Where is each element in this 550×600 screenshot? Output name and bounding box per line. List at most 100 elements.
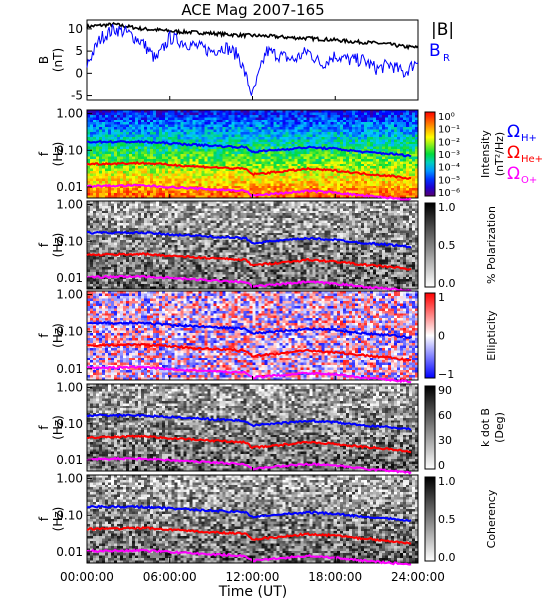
legend-ion-symbol: Ω	[507, 143, 520, 163]
colorbar-tick-label: 1	[438, 291, 445, 304]
y-axis-unit: (Hz)	[51, 233, 65, 258]
y-axis-label: f	[37, 333, 51, 338]
y-axis-unit: (Hz)	[51, 507, 65, 532]
y-axis-label: f	[37, 516, 51, 521]
gyro-line-intensity	[87, 183, 412, 202]
spectrogram-polarization	[87, 201, 418, 289]
series-line-B-R	[86, 24, 419, 96]
gyro-line-polarization	[86, 252, 412, 271]
y-tick-label: 1.00	[56, 472, 83, 486]
gyro-line-coherency	[86, 548, 412, 566]
colorbar-tick-label: 10⁻⁶	[438, 188, 460, 199]
y-tick-label: 0.01	[56, 545, 83, 559]
colorbar-polarization	[424, 202, 436, 288]
colorbar-tick-label: 0	[438, 459, 445, 472]
colorbar-tick-label: 0.5	[438, 239, 456, 252]
colorbar-label: % Polarization	[485, 206, 498, 284]
colorbar-tick-label: 1.0	[438, 201, 456, 214]
y-tick-label: 5	[75, 44, 83, 58]
colorbar-tick-label: 60	[438, 409, 452, 422]
colorbar-tick-label: 10⁻²	[438, 137, 460, 148]
gyro-line-polarization	[87, 274, 412, 293]
colorbar-tick-label: 90	[438, 384, 452, 397]
y-tick-label: 0.10	[56, 417, 83, 431]
colorbar-label: Coherency	[485, 489, 498, 548]
x-axis-label: Time (UT)	[218, 584, 287, 600]
x-tick-label: 00:00:00	[60, 570, 114, 584]
legend-B-R: B	[429, 41, 441, 61]
gyro-line-intensity	[87, 139, 412, 158]
spectrogram-ellipticity	[87, 291, 418, 380]
y-tick-label: 1.00	[56, 381, 83, 395]
colorbar-tick-label: 0.0	[438, 277, 456, 290]
y-axis-unit: (nT)	[51, 48, 65, 72]
chart-title: ACE Mag 2007-165	[181, 1, 324, 19]
colorbar-tick-label: 10⁰	[438, 112, 455, 123]
x-tick-label: 12:00:00	[226, 570, 280, 584]
y-tick-label: 10	[68, 22, 83, 36]
y-tick-label: 0.01	[56, 180, 83, 194]
y-axis-label: f	[37, 425, 51, 430]
legend-B-R-subscript: R	[443, 53, 450, 64]
y-tick-label: 1.00	[56, 107, 83, 121]
y-tick-label: 0.10	[56, 234, 83, 248]
gyro-line-ellipticity	[87, 321, 412, 340]
spectrogram-kdotb	[87, 384, 418, 471]
series-line-B-magnitude	[86, 21, 419, 51]
x-tick-label: 06:00:00	[143, 570, 197, 584]
legend-ion-symbol: Ω	[507, 122, 520, 142]
gyro-line-coherency	[86, 504, 412, 522]
colorbar-coherency	[424, 476, 436, 562]
y-axis-unit: (Hz)	[51, 415, 65, 440]
y-axis-label: B	[37, 56, 51, 64]
y-axis-label: f	[37, 242, 51, 247]
y-tick-label: 0.01	[56, 453, 83, 467]
colorbar-label: Intensity	[479, 130, 492, 178]
y-tick-label: 1.00	[56, 288, 83, 302]
y-axis-unit: (Hz)	[51, 323, 65, 348]
x-tick-label: 24:00:00	[391, 570, 445, 584]
gyro-line-ellipticity	[86, 342, 412, 362]
colorbar-unit: (Deg)	[493, 412, 506, 443]
legend-ion-symbol: Ω	[507, 164, 520, 184]
y-tick-label: -5	[71, 89, 83, 103]
colorbar-tick-label: 10⁻⁴	[438, 163, 460, 174]
colorbar-label: Ellipticity	[485, 310, 498, 361]
legend-ion-label: He+	[521, 154, 543, 165]
colorbar-tick-label: 10⁻³	[438, 150, 460, 161]
spectrogram-coherency	[87, 475, 418, 563]
x-tick-label: 18:00:00	[308, 570, 362, 584]
colorbar-tick-label: 0	[438, 330, 445, 343]
colorbar-tick-label: 1.0	[438, 475, 456, 488]
y-tick-label: 0.01	[56, 362, 83, 376]
y-tick-label: 1.00	[56, 198, 83, 212]
y-tick-label: 0.01	[56, 271, 83, 285]
gyro-line-polarization	[86, 230, 412, 249]
gyro-line-ellipticity	[86, 365, 412, 384]
colorbar-tick-label: 10⁻⁵	[438, 175, 460, 186]
y-tick-label: 0.10	[56, 325, 83, 339]
legend-B-magnitude: |B|	[431, 20, 454, 40]
colorbar-tick-label: 0.5	[438, 513, 456, 526]
colorbar-tick-label: 10⁻¹	[438, 125, 460, 136]
spectrogram-intensity	[87, 110, 418, 198]
y-tick-label: 0	[75, 66, 83, 80]
colorbar-kdotb	[424, 385, 436, 470]
colorbar-tick-label: 30	[438, 434, 452, 447]
colorbar-intensity	[424, 111, 436, 197]
panel-b-frame	[86, 19, 419, 101]
colorbar-tick-label: 0.0	[438, 551, 456, 564]
gyro-line-coherency	[86, 526, 412, 545]
y-tick-label: 0.10	[56, 508, 83, 522]
y-axis-label: f	[37, 151, 51, 156]
colorbar-label: k dot B	[479, 408, 492, 447]
colorbar-ellipticity	[424, 292, 436, 379]
y-tick-label: 0.10	[56, 143, 83, 157]
legend-ion-label: H+	[521, 133, 537, 144]
gyro-line-kdotb	[86, 434, 412, 454]
gyro-line-intensity	[86, 160, 412, 180]
legend-ion-label: O+	[521, 175, 537, 186]
colorbar-tick-label: −1	[438, 368, 454, 381]
y-axis-unit: (Hz)	[51, 142, 65, 167]
